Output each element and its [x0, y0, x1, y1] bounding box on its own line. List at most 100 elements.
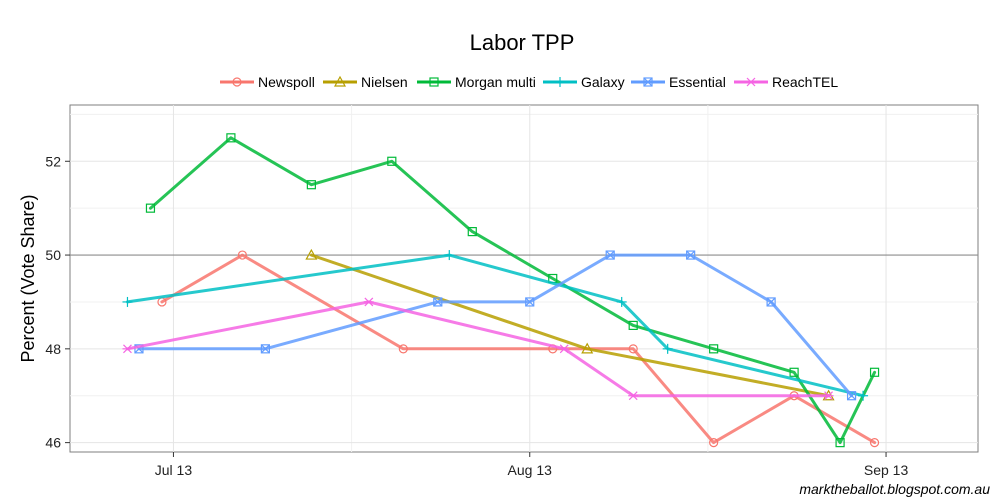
- marker-square: [643, 77, 653, 87]
- data-point: [306, 180, 316, 190]
- marker-square: [628, 320, 638, 330]
- legend-swatch-marker: [746, 77, 756, 87]
- data-point: [858, 390, 869, 401]
- legend-swatch-marker: [232, 77, 242, 87]
- data-point: [766, 297, 776, 307]
- legend-item-nielsen: Nielsen: [323, 74, 408, 90]
- data-point: [260, 344, 270, 354]
- series-reachtel: [122, 297, 834, 401]
- data-point: [559, 344, 570, 354]
- marker-circle: [709, 438, 719, 448]
- data-point: [605, 250, 615, 260]
- marker-x2: [260, 344, 270, 354]
- data-point: [398, 344, 408, 354]
- marker-triangle: [305, 248, 318, 260]
- marker-square: [226, 133, 236, 143]
- data-point: [145, 203, 156, 213]
- y-axis-title: Percent (Vote Share): [18, 194, 38, 362]
- legend-swatch-marker: [643, 77, 653, 87]
- marker-square: [846, 391, 857, 401]
- marker-circle: [237, 250, 248, 260]
- marker-square: [429, 77, 439, 87]
- marker-square: [260, 344, 270, 354]
- y-tick-label: 48: [45, 341, 61, 357]
- x-tick-label: Aug 13: [508, 462, 553, 478]
- series-galaxy: [122, 250, 869, 401]
- marker-square: [306, 180, 316, 190]
- marker-square: [709, 344, 719, 354]
- data-point: [789, 367, 799, 377]
- data-point: [226, 133, 236, 143]
- marker-square: [686, 250, 696, 260]
- legend-label: Nielsen: [361, 74, 408, 90]
- marker-x2: [686, 250, 696, 260]
- marker-square: [145, 203, 156, 213]
- marker-square: [766, 297, 776, 307]
- data-point: [628, 344, 638, 354]
- marker-ast-d2: [123, 344, 132, 354]
- data-point: [616, 296, 627, 307]
- marker-square: [387, 156, 397, 166]
- legend-item-reachtel: ReachTEL: [734, 74, 838, 90]
- chart-title: Labor TPP: [470, 30, 575, 55]
- data-point: [525, 297, 535, 307]
- data-point: [709, 438, 719, 448]
- data-point: [628, 320, 638, 330]
- data-point: [835, 438, 845, 448]
- legend-label: Essential: [669, 74, 726, 90]
- marker-ast-d2: [559, 344, 569, 354]
- marker-x2: [605, 250, 615, 260]
- data-point: [846, 391, 857, 401]
- marker-x2: [525, 297, 535, 307]
- marker-square: [789, 367, 799, 377]
- y-tick-label: 50: [45, 247, 61, 263]
- data-point: [433, 297, 443, 307]
- data-point: [823, 391, 834, 401]
- legend-label: ReachTEL: [772, 74, 838, 90]
- marker-square: [835, 438, 845, 448]
- marker-square: [467, 227, 477, 237]
- data-point: [467, 227, 477, 237]
- marker-ast-d2: [628, 391, 638, 401]
- marker-x2: [766, 297, 776, 307]
- data-point: [444, 250, 455, 261]
- legend-label: Newspoll: [258, 74, 315, 90]
- legend-item-newspoll: Newspoll: [220, 74, 315, 90]
- axes: 46 48 50 52 Jul 13 Aug 13 Sep 13: [45, 153, 908, 478]
- series-essential: [134, 250, 857, 401]
- source-caption: marktheballot.blogspot.com.au: [799, 481, 990, 497]
- legend-swatch-marker: [429, 77, 439, 87]
- legend: Newspoll Nielsen Morgan multi Galaxy Essenti…: [220, 74, 838, 90]
- series-line: [137, 253, 854, 398]
- y-tick-label: 46: [45, 435, 61, 451]
- data-point: [686, 250, 696, 260]
- marker-triangle: [333, 75, 347, 87]
- data-point: [581, 342, 594, 354]
- legend-item-galaxy: Galaxy: [543, 74, 625, 90]
- marker-ast-d2: [746, 77, 756, 87]
- marker-square: [433, 297, 443, 307]
- data-point: [237, 250, 248, 260]
- data-point: [628, 391, 639, 401]
- data-point: [869, 367, 880, 377]
- marker-ast-d2: [824, 391, 834, 401]
- marker-circle: [869, 438, 880, 448]
- data-point: [363, 297, 374, 307]
- data-point: [869, 438, 880, 448]
- x-tick-label: Jul 13: [155, 462, 193, 478]
- legend-item-essential: Essential: [631, 74, 726, 90]
- marker-ast-d2: [364, 297, 374, 307]
- marker-square: [869, 367, 880, 377]
- marker-x2: [643, 77, 653, 87]
- data-point: [122, 296, 133, 307]
- marker-circle: [628, 344, 638, 354]
- marker-x2: [847, 391, 856, 401]
- y-tick-label: 52: [45, 153, 61, 169]
- marker-x2: [433, 297, 443, 307]
- legend-swatch-marker: [555, 77, 565, 87]
- data-point: [709, 344, 719, 354]
- data-point: [662, 343, 673, 354]
- marker-square: [525, 297, 535, 307]
- data-point: [122, 344, 133, 354]
